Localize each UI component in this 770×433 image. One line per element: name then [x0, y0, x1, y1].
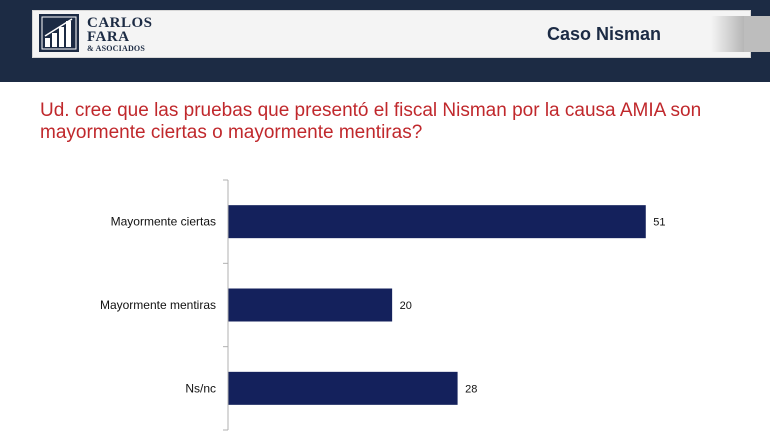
y-axis-ticks [223, 179, 228, 431]
company-logo-icon [39, 14, 79, 52]
survey-question: Ud. cree que las pruebas que presentó el… [40, 100, 702, 143]
company-logo-text: CARLOS FARA & ASOCIADOS [87, 16, 153, 54]
logo-line-2: FARA [87, 29, 130, 45]
page-title: Caso Nisman [547, 24, 662, 44]
value-label: 28 [465, 383, 477, 395]
bar-ns-nc [228, 371, 458, 405]
bar-mayormente-ciertas [228, 205, 646, 239]
logo-line-3: & ASOCIADOS [87, 44, 145, 53]
category-labels: Mayormente ciertas Mayormente mentiras Ns/… [100, 215, 216, 396]
logo-line-1: CARLOS [87, 15, 153, 31]
value-label: 51 [653, 217, 665, 229]
bar-chart: Mayormente ciertas Mayormente mentiras Ns/… [100, 179, 666, 431]
header-card: CARLOS FARA & ASOCIADOS Caso Nisman [32, 10, 770, 58]
header-bar: CARLOS FARA & ASOCIADOS Caso Nisman [0, 0, 770, 82]
category-label: Mayormente mentiras [100, 298, 216, 312]
value-labels: 51 20 28 [400, 217, 666, 396]
bars-group [228, 205, 646, 405]
category-label: Mayormente ciertas [111, 215, 216, 229]
bar-mayormente-mentiras [228, 288, 393, 322]
category-label: Ns/nc [185, 381, 216, 395]
decorative-tab [711, 16, 770, 52]
value-label: 20 [400, 300, 412, 312]
